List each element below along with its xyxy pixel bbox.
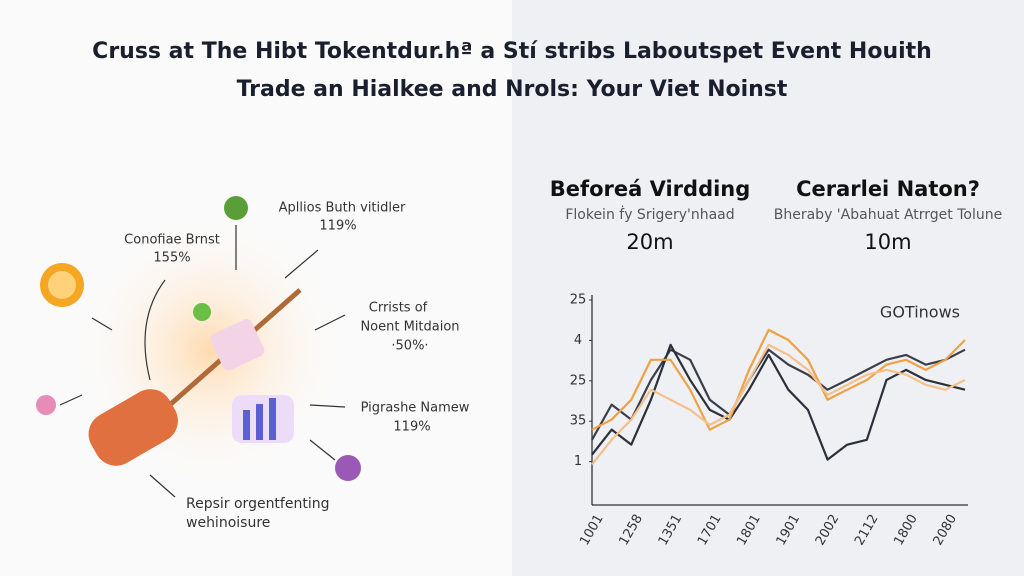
item-label: Repsir orgentfenting bbox=[186, 496, 329, 512]
item-value: ·50%· bbox=[391, 339, 428, 354]
y-tick-label: 25 bbox=[570, 373, 587, 388]
item-value: 119% bbox=[319, 219, 356, 234]
series-line bbox=[591, 343, 966, 466]
series-line bbox=[591, 348, 966, 441]
item-value: 155% bbox=[153, 251, 190, 266]
annotation: GOTinows bbox=[880, 303, 960, 322]
y-tick-label: 35 bbox=[570, 414, 587, 429]
title-line: Cruss at The Hibt Tokentdur.hª a Stí str… bbox=[92, 39, 932, 64]
compare-title: Cerarlei Naton? bbox=[796, 177, 980, 201]
item-value: 119% bbox=[393, 420, 430, 435]
series-line bbox=[591, 328, 966, 431]
y-tick-label: 4 bbox=[574, 333, 582, 348]
right-panel bbox=[512, 0, 1024, 576]
compare-subtitle: Bheraby 'Abahuat Atrrget Tolune bbox=[774, 207, 1002, 223]
compare-subtitle: Flokein ḟy Srigery'nhaad bbox=[565, 205, 734, 223]
item-label: Noent Mitdaion bbox=[360, 320, 459, 335]
y-tick-label: 25 bbox=[570, 293, 587, 308]
y-tick-label: 1 bbox=[574, 454, 582, 469]
compare-value: 20m bbox=[626, 230, 673, 254]
compare-title: Beforeá Virdding bbox=[550, 177, 751, 201]
title-line: Trade an Hialkee and Nrols: Your Viet No… bbox=[237, 77, 788, 102]
item-label: Apllios Buth vitidler bbox=[279, 201, 406, 216]
item-label: wehinoisure bbox=[186, 515, 270, 531]
illustration bbox=[36, 196, 361, 498]
item-label: Crrists of bbox=[369, 301, 428, 316]
compare-value: 10m bbox=[864, 230, 911, 254]
item-label: Conofiae Brnst bbox=[124, 233, 220, 248]
item-label: Pigrashe Namew bbox=[361, 401, 470, 416]
